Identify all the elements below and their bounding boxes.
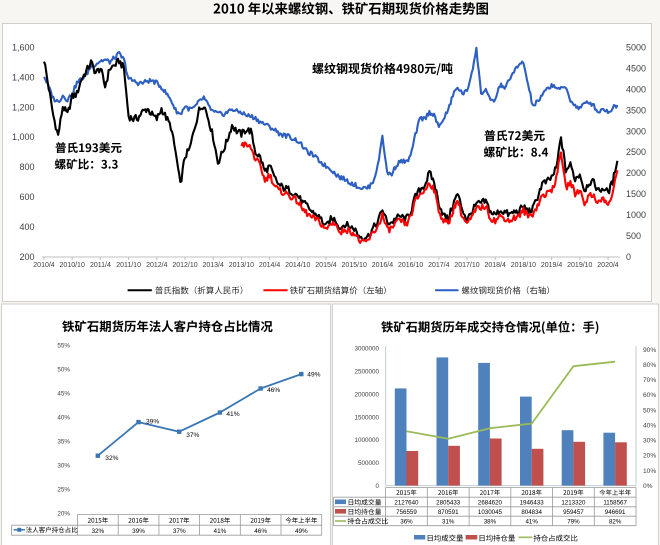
svg-text:2012/10: 2012/10 — [172, 262, 197, 269]
svg-text:2000000: 2000000 — [354, 391, 379, 398]
svg-text:41%: 41% — [226, 411, 239, 418]
svg-text:2010/10: 2010/10 — [60, 262, 85, 269]
svg-text:2016/10: 2016/10 — [398, 262, 423, 269]
svg-text:0: 0 — [375, 483, 379, 490]
svg-text:2020/4: 2020/4 — [597, 262, 619, 269]
svg-text:60%: 60% — [643, 392, 656, 399]
svg-text:2018/4: 2018/4 — [484, 262, 506, 269]
svg-text:600: 600 — [19, 192, 34, 202]
svg-text:3000: 3000 — [626, 126, 646, 136]
svg-text:1,600: 1,600 — [12, 43, 35, 53]
svg-text:1,400: 1,400 — [12, 72, 35, 82]
svg-text:50%: 50% — [57, 367, 70, 374]
svg-text:1,200: 1,200 — [12, 102, 35, 112]
svg-text:2019/10: 2019/10 — [567, 262, 592, 269]
svg-text:50%: 50% — [643, 407, 656, 414]
svg-text:30%: 30% — [643, 438, 656, 445]
svg-text:2500000: 2500000 — [354, 369, 379, 376]
svg-text:2017/10: 2017/10 — [454, 262, 479, 269]
svg-text:2013/4: 2013/4 — [202, 262, 224, 269]
svg-text:2011/4: 2011/4 — [90, 262, 111, 269]
svg-text:1158567: 1158567 — [603, 500, 627, 507]
svg-text:70%: 70% — [643, 377, 656, 384]
svg-text:1000: 1000 — [626, 210, 646, 220]
svg-text:2019/4: 2019/4 — [541, 262, 563, 269]
svg-text:500000: 500000 — [358, 460, 380, 467]
svg-text:2014/4: 2014/4 — [259, 262, 281, 269]
svg-text:37%: 37% — [186, 432, 199, 439]
svg-text:1000000: 1000000 — [354, 437, 379, 444]
svg-text:2805433: 2805433 — [436, 500, 461, 507]
svg-text:400: 400 — [19, 222, 34, 232]
svg-text:1946433: 1946433 — [520, 500, 545, 507]
svg-text:500: 500 — [626, 231, 641, 241]
svg-text:2500: 2500 — [626, 147, 646, 157]
svg-text:32%: 32% — [105, 455, 118, 462]
svg-text:20%: 20% — [643, 453, 656, 460]
svg-text:5000: 5000 — [626, 43, 646, 53]
svg-text:1213320: 1213320 — [561, 500, 586, 507]
svg-text:2015/4: 2015/4 — [315, 262, 337, 269]
svg-text:40%: 40% — [57, 415, 70, 422]
svg-text:3500: 3500 — [626, 105, 646, 115]
svg-text:1030045: 1030045 — [478, 509, 503, 516]
svg-text:756559: 756559 — [396, 509, 417, 516]
svg-text:38%: 38% — [484, 518, 497, 525]
svg-text:41%: 41% — [525, 518, 538, 525]
svg-text:49%: 49% — [307, 372, 320, 379]
svg-text:2018/10: 2018/10 — [511, 262, 536, 269]
svg-text:39%: 39% — [146, 419, 159, 426]
svg-text:37%: 37% — [173, 528, 186, 535]
svg-text:2014/10: 2014/10 — [285, 262, 310, 269]
svg-text:946691: 946691 — [605, 509, 626, 516]
svg-text:46%: 46% — [254, 528, 267, 535]
svg-text:49%: 49% — [295, 528, 308, 535]
svg-text:2011/10: 2011/10 — [116, 262, 141, 269]
svg-text:0%: 0% — [643, 483, 653, 490]
svg-text:30%: 30% — [57, 463, 70, 470]
svg-text:1500: 1500 — [626, 189, 646, 199]
svg-text:3000000: 3000000 — [354, 346, 379, 353]
svg-text:2017/4: 2017/4 — [428, 262, 450, 269]
svg-text:4500: 4500 — [626, 63, 646, 73]
svg-text:800: 800 — [19, 162, 34, 172]
svg-text:10%: 10% — [643, 468, 656, 475]
svg-text:2010/4: 2010/4 — [33, 262, 55, 269]
svg-text:25%: 25% — [57, 487, 70, 494]
svg-text:45%: 45% — [57, 391, 70, 398]
svg-text:36%: 36% — [400, 518, 413, 525]
svg-text:804834: 804834 — [521, 509, 542, 516]
svg-text:4000: 4000 — [626, 84, 646, 94]
svg-text:39%: 39% — [132, 528, 145, 535]
svg-text:0: 0 — [626, 252, 631, 262]
svg-text:2015/10: 2015/10 — [342, 262, 367, 269]
svg-text:2012/4: 2012/4 — [146, 262, 168, 269]
svg-text:35%: 35% — [57, 439, 70, 446]
svg-text:46%: 46% — [267, 387, 280, 394]
svg-text:40%: 40% — [643, 422, 656, 429]
svg-text:2016/4: 2016/4 — [372, 262, 394, 269]
svg-text:2013/10: 2013/10 — [229, 262, 254, 269]
svg-text:79%: 79% — [567, 518, 580, 525]
svg-text:1500000: 1500000 — [354, 414, 379, 421]
svg-text:959457: 959457 — [563, 509, 584, 516]
svg-text:55%: 55% — [57, 343, 70, 350]
svg-text:870591: 870591 — [438, 509, 459, 516]
svg-text:41%: 41% — [214, 528, 227, 535]
svg-text:90%: 90% — [643, 347, 656, 354]
svg-text:1,000: 1,000 — [12, 132, 35, 142]
svg-text:20%: 20% — [57, 511, 70, 518]
svg-text:31%: 31% — [442, 518, 455, 525]
svg-text:2684620: 2684620 — [478, 500, 503, 507]
svg-text:200: 200 — [19, 252, 34, 262]
svg-text:80%: 80% — [643, 362, 656, 369]
svg-text:2000: 2000 — [626, 168, 646, 178]
svg-text:32%: 32% — [91, 528, 104, 535]
svg-text:2127640: 2127640 — [394, 500, 419, 507]
svg-text:82%: 82% — [609, 518, 622, 525]
